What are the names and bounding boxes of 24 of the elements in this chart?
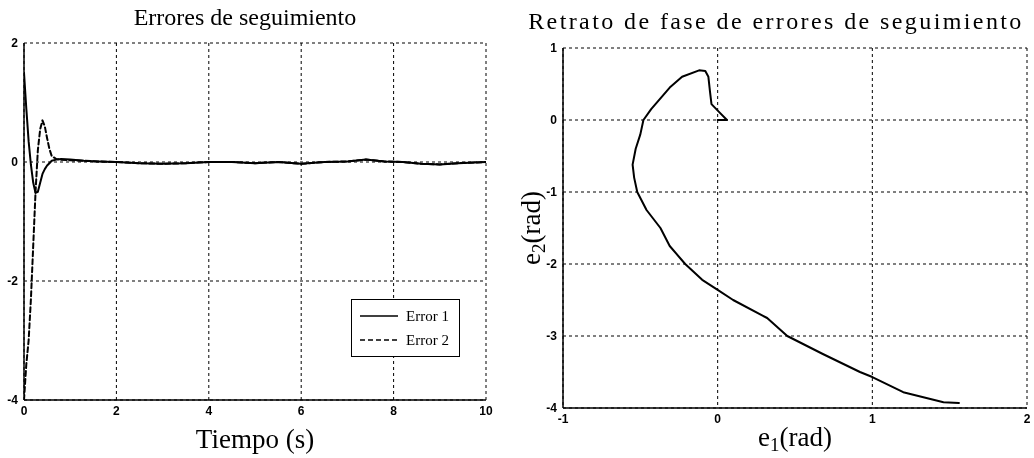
x-tick-label: 6: [297, 403, 305, 418]
y-tick-label: 1: [550, 41, 558, 56]
x-axis-title: Tiempo (s): [194, 424, 316, 454]
y-tick-label: 2: [11, 36, 19, 51]
x-tick-label: 8: [390, 403, 398, 418]
x-tick-label: 4: [205, 403, 213, 418]
x-tick-label: 1: [868, 411, 876, 426]
y-tick-label: 0: [550, 113, 558, 128]
x-tick-label: 0: [714, 411, 722, 426]
y-tick-label: -4: [546, 401, 558, 416]
chart-title: Retrato de fase de errores de seguimiento: [527, 7, 1025, 35]
x-axis-title: e$_{1}$(rad): [758, 422, 832, 455]
chart-title: Errores de seguimiento: [132, 3, 358, 31]
y-tick-label: 0: [11, 155, 19, 170]
y-tick-label: -3: [546, 329, 558, 344]
y-tick-label: -2: [7, 274, 19, 289]
x-tick-label: 2: [1023, 411, 1031, 426]
y-tick-label: -2: [546, 257, 558, 272]
legend-label: Error 2: [406, 331, 449, 349]
y-tick-label: -4: [7, 393, 19, 408]
legend-label: Error 1: [406, 307, 449, 325]
x-tick-label: 2: [113, 403, 121, 418]
y-tick-label: -1: [546, 185, 558, 200]
x-tick-label: 10: [479, 403, 493, 418]
